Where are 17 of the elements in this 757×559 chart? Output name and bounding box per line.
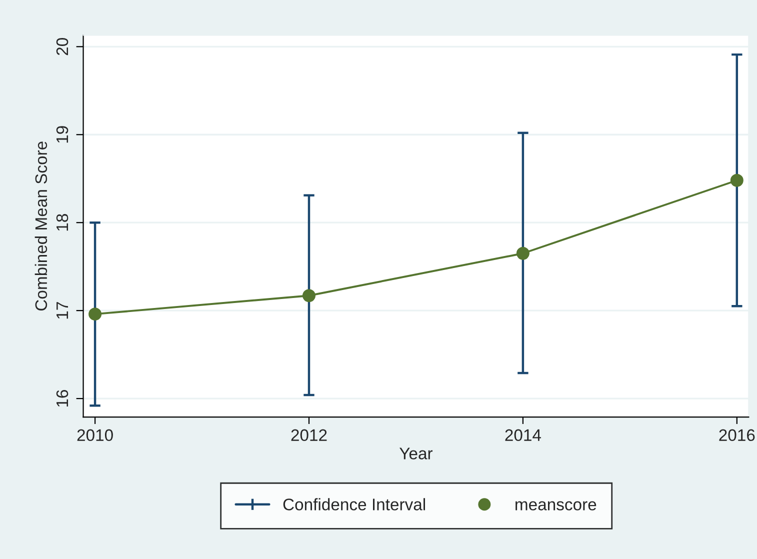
x-axis-title: Year [400, 448, 433, 460]
y-tick-label: 18 [56, 214, 68, 231]
y-tick-label: 19 [56, 126, 68, 143]
x-tick-label: 2012 [291, 429, 327, 442]
y-tick-label: 17 [56, 302, 68, 319]
point [302, 289, 316, 302]
x-tick-label: 2014 [505, 429, 541, 442]
y-tick-label: 16 [56, 390, 68, 407]
point [730, 174, 744, 187]
point [516, 246, 530, 260]
point [88, 308, 102, 321]
legend-label: meanscore [516, 501, 596, 510]
y-axis-title: Combined Mean Score [34, 142, 48, 310]
y-tick-label: 20 [56, 38, 68, 56]
x-tick-label: 2010 [77, 429, 113, 442]
x-tick-label: 2016 [719, 429, 755, 442]
text: Confidence Interval [283, 498, 425, 510]
